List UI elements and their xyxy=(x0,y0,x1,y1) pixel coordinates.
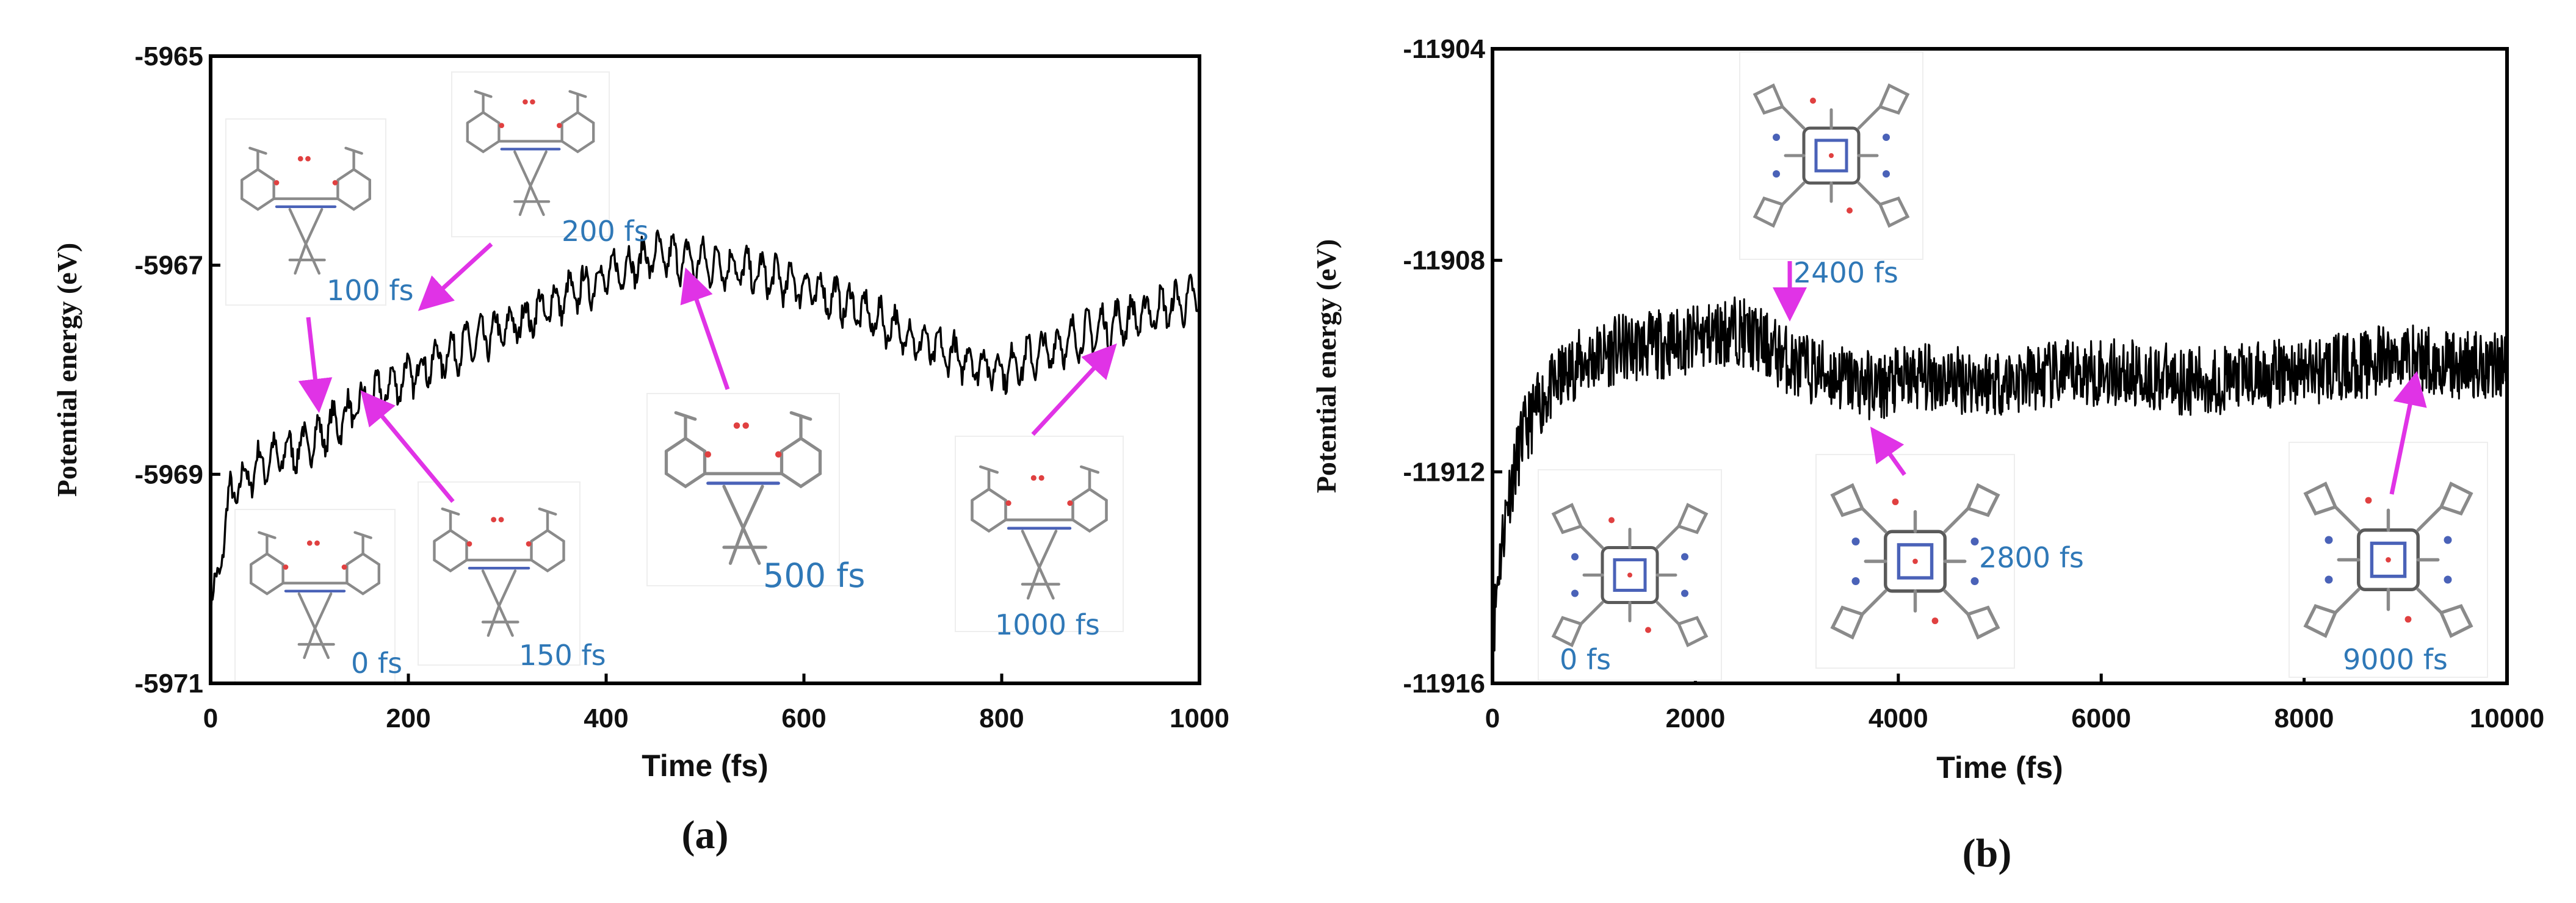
x-axis-title-a: Time (fs) xyxy=(642,749,768,783)
annotation-labels-a: 0 fs 100 fs 150 fs 200 fs 500 fs 1000 fs xyxy=(327,215,1100,680)
y-tick-label: -11908 xyxy=(1403,246,1485,276)
arrow-1000fs xyxy=(1031,343,1117,436)
arrow-150fs xyxy=(360,390,455,503)
axis-ticks-a: 0 200 400 600 800 1000 -5971 -5969 -5967 -5965 xyxy=(134,41,1229,733)
arrow-500fs xyxy=(680,267,730,390)
annotation-label-500fs: 500 fs xyxy=(763,556,865,595)
annotation-label-0fs: 0 fs xyxy=(351,647,402,680)
molecule-insets-b xyxy=(1538,51,2488,681)
series-lines-b xyxy=(1491,296,2508,682)
molecule-insets-a xyxy=(225,71,1124,684)
x-tick-label: 2000 xyxy=(1665,703,1725,733)
panel-label-b: (b) xyxy=(1963,831,2012,876)
x-tick-label: 8000 xyxy=(2274,703,2334,733)
arrow-9000fs xyxy=(2389,371,2427,495)
annotation-label-150fs: 150 fs xyxy=(519,639,606,672)
arrow-2800fs xyxy=(1870,426,1906,477)
y-tick-label: -5965 xyxy=(134,41,203,71)
panel-a: 0 200 400 600 800 1000 -5971 -5969 -5967 -5965 0 … xyxy=(51,41,1229,857)
x-tick-label: 400 xyxy=(584,703,628,733)
x-tick-label: 800 xyxy=(979,703,1024,733)
panel-label-a: (a) xyxy=(682,813,729,857)
plot-frame-a xyxy=(209,54,1201,685)
annotation-arrows-a xyxy=(298,242,1117,503)
x-axis-title-b: Time (fs) xyxy=(1936,750,2063,785)
y-axis-title-b: Potential energy (eV) xyxy=(1311,239,1342,493)
x-tick-label: 0 xyxy=(1485,703,1500,733)
annotation-label-0fs-b: 0 fs xyxy=(1560,643,1611,676)
x-tick-label: 200 xyxy=(386,703,430,733)
panel-b: 0 2000 4000 6000 8000 10000 -11916 -11912 -11908… xyxy=(1311,34,2544,876)
annotation-label-100fs: 100 fs xyxy=(327,274,414,307)
arrow-100fs xyxy=(298,317,333,413)
x-tick-label: 600 xyxy=(781,703,826,733)
series-line xyxy=(209,229,1200,631)
x-tick-label: 6000 xyxy=(2071,703,2131,733)
y-axis-title-a: Potential energy (eV) xyxy=(51,243,82,497)
annotation-label-2800fs: 2800 fs xyxy=(1979,541,2084,574)
y-tick-label: -11916 xyxy=(1403,669,1485,699)
annotation-arrows-b xyxy=(1773,261,2427,495)
annotation-label-2400fs: 2400 fs xyxy=(1793,256,1898,289)
y-tick-label: -11904 xyxy=(1403,34,1485,64)
y-tick-label: -11912 xyxy=(1403,457,1485,487)
molecule-snapshot-200fs xyxy=(451,71,610,237)
y-tick-label: -5971 xyxy=(134,669,203,699)
annotation-labels-b: 0 fs 2400 fs 2800 fs 9000 fs xyxy=(1560,256,2448,676)
x-tick-label: 4000 xyxy=(1869,703,1928,733)
x-tick-label: 10000 xyxy=(2470,703,2544,733)
series-lines-a xyxy=(209,229,1200,631)
annotation-label-9000fs: 9000 fs xyxy=(2343,643,2448,676)
annotation-label-200fs: 200 fs xyxy=(562,215,649,248)
y-tick-label: -5969 xyxy=(134,459,203,489)
molecule-snapshot-0fs xyxy=(234,509,396,684)
x-tick-label: 0 xyxy=(203,703,218,733)
arrow-200fs xyxy=(418,242,493,311)
series-line xyxy=(1491,296,2508,682)
annotation-label-1000fs: 1000 fs xyxy=(995,608,1100,641)
axis-ticks-b: 0 2000 4000 6000 8000 10000 -11916 -11912 -11908… xyxy=(1403,34,2544,733)
plot-frame-b xyxy=(1491,47,2509,685)
y-tick-label: -5967 xyxy=(134,251,203,281)
x-tick-label: 1000 xyxy=(1170,703,1229,733)
